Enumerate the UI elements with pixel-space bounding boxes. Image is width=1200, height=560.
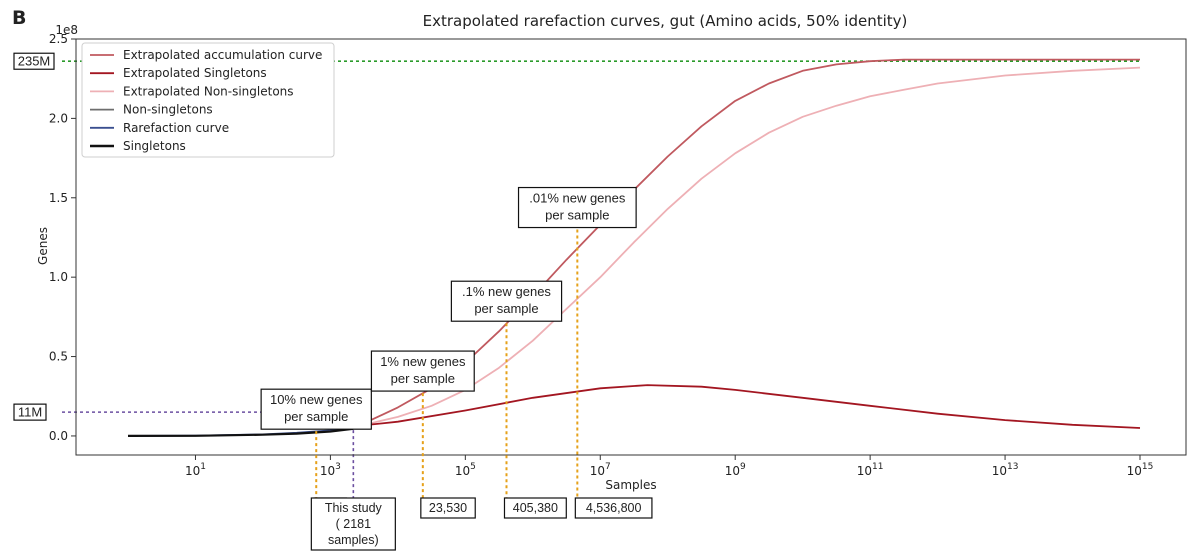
y-tick-label: 0.0 <box>49 429 68 443</box>
legend-entry: Extrapolated Singletons <box>90 66 267 80</box>
series-line <box>127 427 354 437</box>
y-tick-label: 1.0 <box>49 270 68 284</box>
legend-label: Extrapolated Singletons <box>123 66 267 80</box>
x-tick-base: 10 <box>992 464 1007 478</box>
legend-entry: Rarefaction curve <box>90 121 229 135</box>
y-tick-label: 0.5 <box>49 350 68 364</box>
x-tick-base: 10 <box>725 464 740 478</box>
legend-entry: Singletons <box>90 139 186 153</box>
x-tick-exponent: 1 <box>200 462 206 472</box>
legend-label: Extrapolated accumulation curve <box>123 48 322 62</box>
reference-box-frame <box>13 52 55 70</box>
legend-label: Singletons <box>123 139 186 153</box>
x-tick-exponent: 9 <box>740 462 746 472</box>
x-axis-label: Samples <box>605 478 656 492</box>
legend-entry: Non-singletons <box>90 103 213 117</box>
x-tick-base: 10 <box>857 464 872 478</box>
milestone-value-text: ( 2181 <box>336 517 371 531</box>
x-tick-label: 1013 <box>992 462 1019 478</box>
x-tick-exponent: 5 <box>470 462 476 472</box>
milestone-value-frame <box>310 497 396 551</box>
y-multiplier: 1e8 <box>55 23 78 37</box>
series-line <box>353 66 1141 428</box>
milestone-callout-text: 1% new genes <box>380 354 466 369</box>
reference-value-box: 11M <box>13 403 47 421</box>
milestone-value-frame <box>503 497 567 519</box>
series-line <box>353 384 1141 429</box>
y-tick-label: 2.0 <box>49 111 68 125</box>
y-tick-label: 2.5 <box>49 32 68 46</box>
reference-box-text: 235M <box>18 54 51 69</box>
x-tick-label: 1011 <box>857 462 884 478</box>
panel-label: B <box>12 7 26 29</box>
x-tick-base: 10 <box>320 464 335 478</box>
legend-entry: Extrapolated Non-singletons <box>90 84 294 98</box>
milestone-callout-text: 10% new genes <box>270 392 363 407</box>
milestone-callout-frame <box>260 388 372 430</box>
milestone-callout-text: per sample <box>474 301 538 316</box>
chart-legend: Extrapolated accumulation curve Extrapola… <box>81 42 335 158</box>
milestone-callout-frame <box>517 186 637 229</box>
milestone-callout-text: per sample <box>284 409 348 424</box>
legend-entry: Extrapolated accumulation curve <box>90 48 322 62</box>
x-tick-base: 10 <box>590 464 605 478</box>
y-tick-label: 1.5 <box>49 191 68 205</box>
milestone-value-frame <box>420 497 476 519</box>
milestone-callout-text: per sample <box>545 208 609 223</box>
x-tick-label: 101 <box>185 462 206 478</box>
legend-label: Rarefaction curve <box>123 121 229 135</box>
milestone: .1% new genes per sample 405,380 <box>450 280 567 519</box>
x-tick-base: 10 <box>185 464 200 478</box>
milestone-value-text: samples) <box>328 533 379 547</box>
milestone-value-text: This study <box>325 501 383 515</box>
legend-items: Extrapolated accumulation curve Extrapola… <box>90 48 322 153</box>
milestone-value-text: 4,536,800 <box>586 501 642 515</box>
milestone-callout-text: per sample <box>391 371 455 386</box>
x-tick-label: 109 <box>725 462 746 478</box>
milestone-callout-frame <box>450 280 563 322</box>
milestone-value-frame <box>574 497 653 519</box>
x-tick-exponent: 3 <box>335 462 341 472</box>
y-axis-label: Genes <box>36 227 50 265</box>
chart-title: Extrapolated rarefaction curves, gut (Am… <box>423 12 908 30</box>
legend-label: Extrapolated Non-singletons <box>123 84 294 98</box>
milestone: .01% new genes per sample 4,536,800 <box>517 186 653 519</box>
milestone: This study ( 2181 samples) <box>310 497 396 551</box>
reference-value-box: 235M <box>13 52 55 70</box>
x-tick-label: 107 <box>590 462 611 478</box>
milestone-callout-text: .01% new genes <box>529 191 626 206</box>
legend-label: Non-singletons <box>123 103 213 117</box>
reference-box-frame <box>13 403 47 421</box>
x-tick-base: 10 <box>1127 464 1142 478</box>
x-tick-exponent: 15 <box>1142 462 1153 472</box>
x-tick-label: 103 <box>320 462 341 478</box>
x-tick-exponent: 13 <box>1007 462 1018 472</box>
milestone-value-text: 23,530 <box>429 501 467 515</box>
legend-frame <box>81 42 335 158</box>
plot-frame <box>75 38 1187 456</box>
milestone-callout-text: .1% new genes <box>462 284 551 299</box>
x-tick-exponent: 11 <box>872 462 883 472</box>
x-tick-base: 10 <box>455 464 470 478</box>
x-tick-exponent: 7 <box>605 462 611 472</box>
x-tick-label: 105 <box>455 462 476 478</box>
milestone-callout-frame <box>370 350 475 392</box>
x-tick-label: 1015 <box>1127 462 1154 478</box>
reference-box-text: 11M <box>18 405 42 420</box>
milestone-value-text: 405,380 <box>513 501 558 515</box>
milestone: 1% new genes per sample 23,530 <box>370 350 476 519</box>
